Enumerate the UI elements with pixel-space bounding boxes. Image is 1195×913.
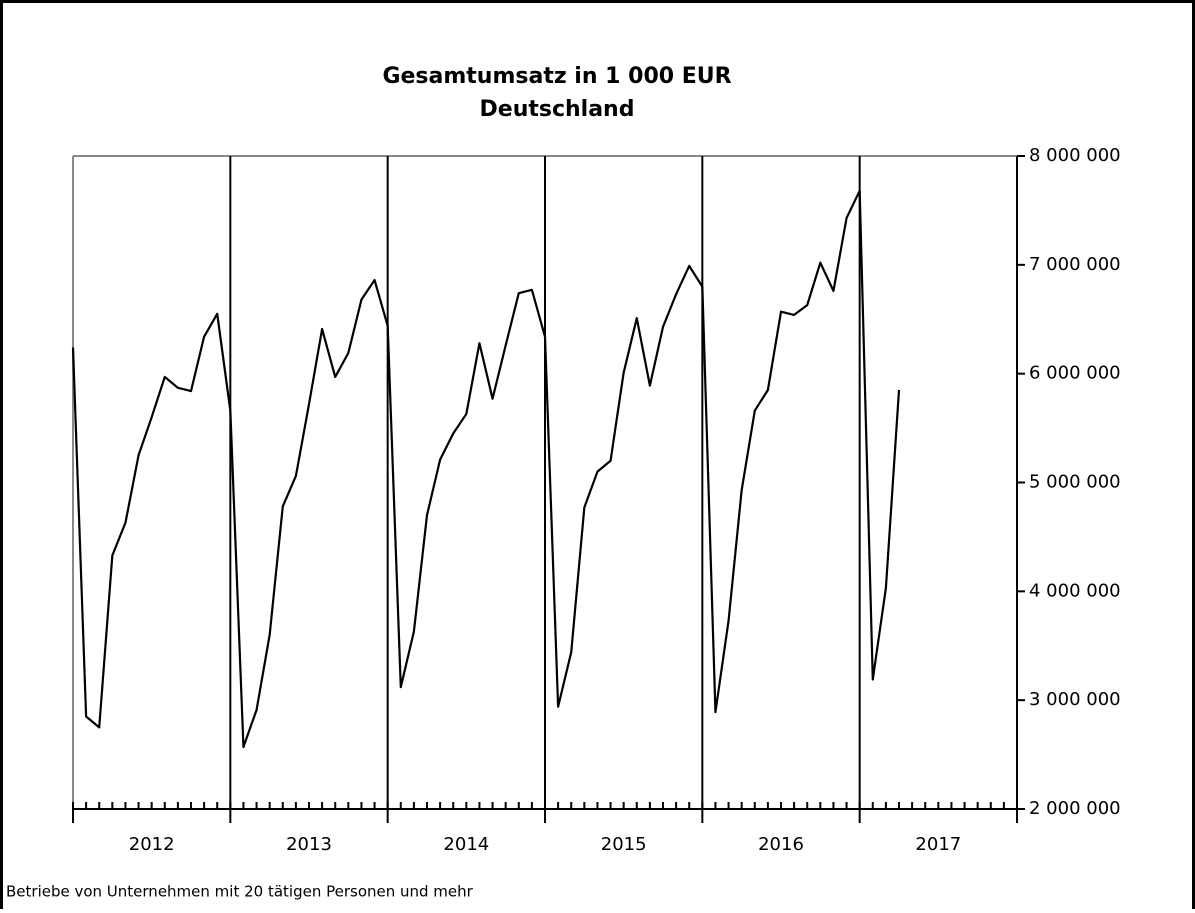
x-tick-label: 2013 [286, 834, 332, 855]
x-tick-label: 2015 [601, 834, 647, 855]
y-tick-label: 5 000 000 [1029, 472, 1121, 493]
y-tick-label: 4 000 000 [1029, 580, 1121, 601]
x-tick-label: 2012 [129, 834, 175, 855]
y-tick-label: 2 000 000 [1029, 798, 1121, 819]
y-tick-label: 6 000 000 [1029, 363, 1121, 384]
footnote: Betriebe von Unternehmen mit 20 tätigen … [6, 883, 474, 901]
line [71, 189, 901, 749]
y-tick-label: 7 000 000 [1029, 254, 1121, 275]
x-tick-label: 2016 [758, 834, 804, 855]
x-tick-label: 2014 [443, 834, 489, 855]
y-tick-label: 8 000 000 [1029, 145, 1121, 166]
chart-subtitle: Deutschland [480, 97, 635, 122]
y-tick-label: 3 000 000 [1029, 689, 1121, 710]
chart-title: Gesamtumsatz in 1 000 EUR [382, 64, 731, 89]
x-tick-label: 2017 [915, 834, 961, 855]
